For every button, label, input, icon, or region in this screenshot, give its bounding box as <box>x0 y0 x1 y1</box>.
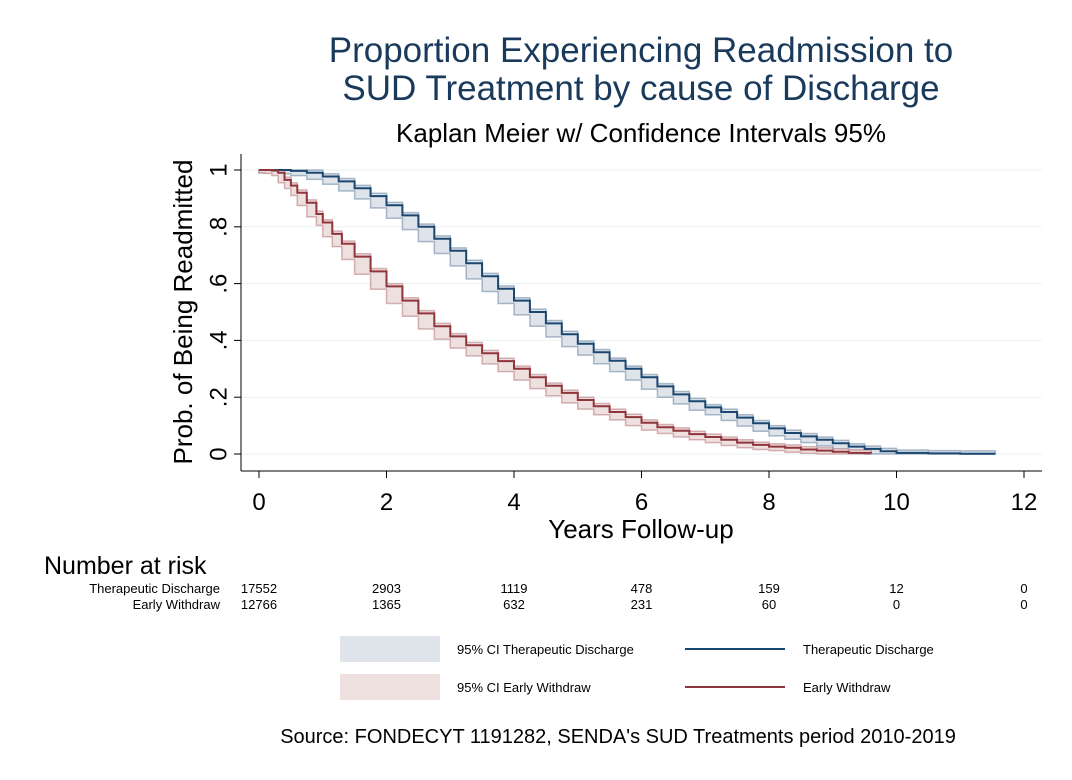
risk-value-therapeutic: 17552 <box>241 581 277 596</box>
source-note: Source: FONDECYT 1191282, SENDA's SUD Tr… <box>280 726 956 748</box>
legend-label: 95% CI Early Withdraw <box>457 680 591 695</box>
risk-value-therapeutic: 1119 <box>501 581 528 596</box>
x-tick-label: 8 <box>762 489 775 516</box>
legend: 95% CI Therapeutic Discharge Therapeutic … <box>340 636 934 700</box>
risk-value-early-withdraw: 632 <box>503 597 525 612</box>
risk-value-therapeutic: 0 <box>1020 581 1027 596</box>
legend-label: 95% CI Therapeutic Discharge <box>457 642 634 657</box>
chart-title-line2: SUD Treatment by cause of Discharge <box>342 69 939 108</box>
y-axis-label: Prob. of Being Readmitted <box>168 160 198 465</box>
legend-label: Early Withdraw <box>803 680 891 695</box>
risk-value-early-withdraw: 0 <box>1020 597 1027 612</box>
survival-lines <box>259 169 996 455</box>
risk-value-early-withdraw: 0 <box>893 597 900 612</box>
grid <box>241 169 1042 455</box>
km-line-early-withdraw <box>259 169 872 454</box>
risk-row-label-early-withdraw: Early Withdraw <box>133 597 221 612</box>
legend-swatch-band <box>340 636 440 662</box>
risk-value-early-withdraw: 60 <box>762 597 776 612</box>
risk-table-title: Number at risk <box>44 552 207 580</box>
chart-subtitle: Kaplan Meier w/ Confidence Intervals 95% <box>396 118 886 148</box>
x-axis-label: Years Follow-up <box>548 514 733 544</box>
km-line-therapeutic <box>259 169 996 455</box>
x-ticks: 0 2 4 6 8 10 12 <box>252 471 1037 516</box>
confidence-bands <box>258 169 997 455</box>
risk-value-therapeutic: 159 <box>758 581 780 596</box>
legend-label: Therapeutic Discharge <box>803 642 934 657</box>
risk-value-therapeutic: 478 <box>631 581 653 596</box>
ci-band-therapeutic <box>258 169 997 455</box>
y-tick-label: .6 <box>206 274 233 294</box>
x-tick-label: 12 <box>1011 489 1038 516</box>
ci-band-early-withdraw <box>258 169 872 455</box>
y-ticks: 0 .2 .4 .6 .8 1 <box>206 163 241 461</box>
y-tick-label: 0 <box>206 447 233 460</box>
risk-table: Therapeutic Discharge 17552 2903 1119 478 159… <box>89 581 1027 612</box>
x-tick-label: 0 <box>252 489 265 516</box>
y-tick-label: .4 <box>206 330 233 350</box>
risk-row-label-therapeutic: Therapeutic Discharge <box>89 581 220 596</box>
x-tick-label: 6 <box>635 489 648 516</box>
y-tick-label: .2 <box>206 387 233 407</box>
x-tick-label: 4 <box>507 489 520 516</box>
y-tick-label: .8 <box>206 217 233 237</box>
risk-value-therapeutic: 2903 <box>372 581 401 596</box>
chart-title-line1: Proportion Experiencing Readmission to <box>329 31 954 70</box>
x-tick-label: 10 <box>883 489 910 516</box>
risk-value-early-withdraw: 12766 <box>241 597 277 612</box>
risk-value-early-withdraw: 231 <box>631 597 653 612</box>
risk-value-early-withdraw: 1365 <box>372 597 401 612</box>
x-tick-label: 2 <box>380 489 393 516</box>
risk-value-therapeutic: 12 <box>889 581 903 596</box>
y-tick-label: 1 <box>206 163 233 176</box>
legend-swatch-band <box>340 674 440 700</box>
